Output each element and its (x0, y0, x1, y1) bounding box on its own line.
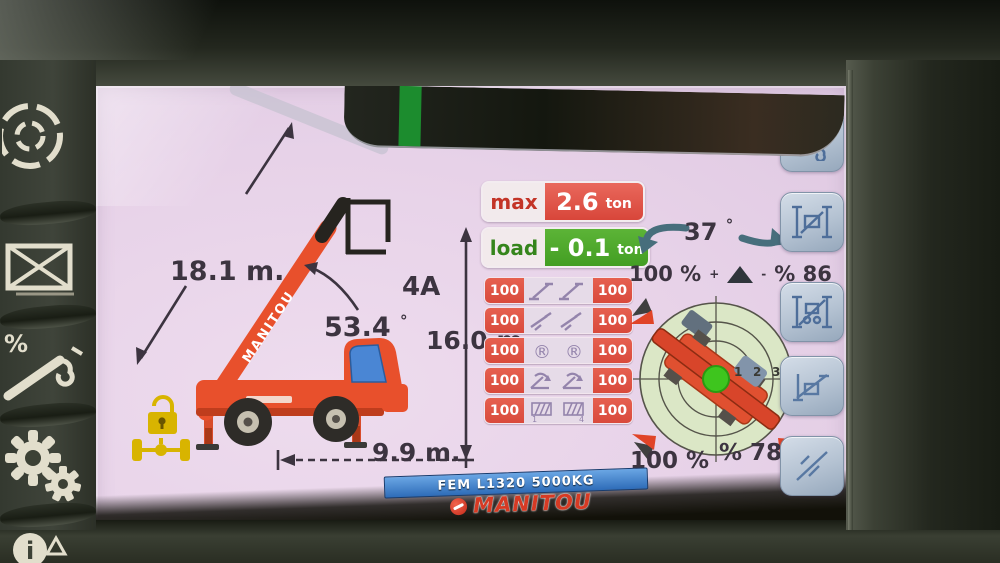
table-row: 100 100 (484, 367, 633, 394)
slew-angle-value: 37 ° (684, 216, 734, 246)
load-unit: ton (617, 242, 644, 258)
gauge-button[interactable] (2, 94, 92, 178)
stabilizers-spread-icon (792, 205, 832, 239)
reach-value: 9.9 m. (372, 438, 461, 467)
slew-radar: 1 2 3 4 (630, 294, 806, 464)
stabilizer-front-row: 100 % + - % 86 (629, 262, 832, 286)
limit-left: 100 (485, 368, 524, 393)
svg-text:®: ® (533, 342, 551, 362)
limit-left: 100 (485, 338, 524, 363)
registered-wheels-icon: ® ® (533, 342, 583, 362)
svg-text:4: 4 (579, 415, 584, 422)
crane-hook-percent-icon: % (3, 330, 84, 401)
wheel (224, 398, 272, 446)
bezel-top (0, 0, 1000, 86)
max-capacity-readout: max 2.6 ton (481, 181, 645, 222)
table-row: 100 100 (484, 277, 633, 304)
table-row: 100 ® ® 100 (484, 337, 633, 364)
limit-right: 100 (593, 308, 632, 333)
load-label: load (483, 229, 545, 266)
level-triangle-icon (727, 265, 754, 283)
info-icon: i (13, 533, 68, 563)
tilt-angle-icon (529, 372, 583, 389)
button-top-bar (789, 112, 835, 117)
fork-carriage (345, 198, 391, 255)
gears-icon (5, 430, 82, 502)
manitou-logo-icon (449, 497, 468, 515)
table-row: 100 1 4 100 (484, 397, 633, 424)
boom-mode-button[interactable] (780, 106, 844, 172)
stabilizer-mode-button-2[interactable] (780, 282, 844, 342)
bezel-highlight (0, 0, 340, 60)
stabilizer-beam-rear-icon (529, 311, 582, 331)
limit-left: 100 (485, 278, 524, 303)
svg-text:®: ® (565, 342, 583, 362)
svg-text:3: 3 (772, 365, 780, 379)
angle-arrow (304, 262, 360, 311)
svg-text:1: 1 (734, 365, 742, 379)
bezel-right (846, 60, 1000, 530)
limit-right: 100 (593, 398, 632, 423)
limit-left: 100 (485, 308, 524, 333)
boom-length-value: 18.1 m. (170, 256, 285, 287)
stabilizers-partial-icon (796, 451, 828, 481)
svg-text:%: % (4, 330, 28, 358)
svg-text:1: 1 (532, 415, 537, 422)
stabilizer-beam-front-icon (528, 282, 583, 300)
limit-right: 100 (593, 338, 632, 363)
max-unit: ton (605, 196, 632, 212)
level-minus: - (761, 267, 767, 281)
bezel-bottom (0, 518, 1000, 563)
table-row: 100 100 (484, 307, 633, 334)
zone-hatch-icon: 1 4 (530, 401, 584, 422)
reach-arrow (276, 450, 474, 470)
mail-icon (5, 243, 74, 296)
level-plus: + (709, 267, 720, 281)
max-value: 2.6 (556, 187, 599, 216)
brand-name: MANITOU (472, 489, 593, 518)
bezel-edge (848, 70, 853, 530)
boom-brand-text: MANITOU (240, 288, 298, 366)
stab-rear-right: % 78 (719, 440, 783, 466)
stabilizer-mode-button-4[interactable] (780, 436, 844, 496)
settings-button[interactable] (2, 420, 92, 510)
stabilizers-down-icon (792, 295, 832, 329)
stabilizer-mode-button-3[interactable] (780, 356, 844, 416)
svg-text:2: 2 (753, 365, 761, 379)
stab-front-left: 100 % (629, 262, 702, 286)
wheel (313, 396, 359, 442)
cab-window (349, 344, 387, 383)
max-label: max (483, 183, 545, 220)
limit-right: 100 (593, 368, 632, 393)
padlock-icon (148, 395, 177, 434)
stabilizers-level-icon (793, 374, 829, 402)
load-value: - 0.1 (549, 233, 611, 262)
limit-table: 100 100 100 100 100 ® ® 100 100 (484, 277, 633, 424)
limit-left: 100 (485, 398, 524, 423)
boom-head (315, 197, 350, 243)
mode-value: 4A (402, 272, 441, 302)
limit-right: 100 (593, 278, 632, 303)
stabilizer-mode-button-1[interactable] (780, 192, 844, 252)
gauge-icon (2, 103, 63, 169)
load-chart-button[interactable]: % (2, 326, 92, 406)
hmi-screen: MANITOU (96, 86, 846, 520)
boom-angle-value: 53.4 ° (324, 312, 408, 343)
boom-hook-raise-icon (796, 119, 826, 161)
mail-button[interactable] (2, 238, 92, 300)
info-button[interactable]: i (2, 526, 92, 563)
counterweight (382, 384, 408, 412)
axle-icon (132, 438, 190, 461)
svg-text:i: i (26, 537, 34, 563)
